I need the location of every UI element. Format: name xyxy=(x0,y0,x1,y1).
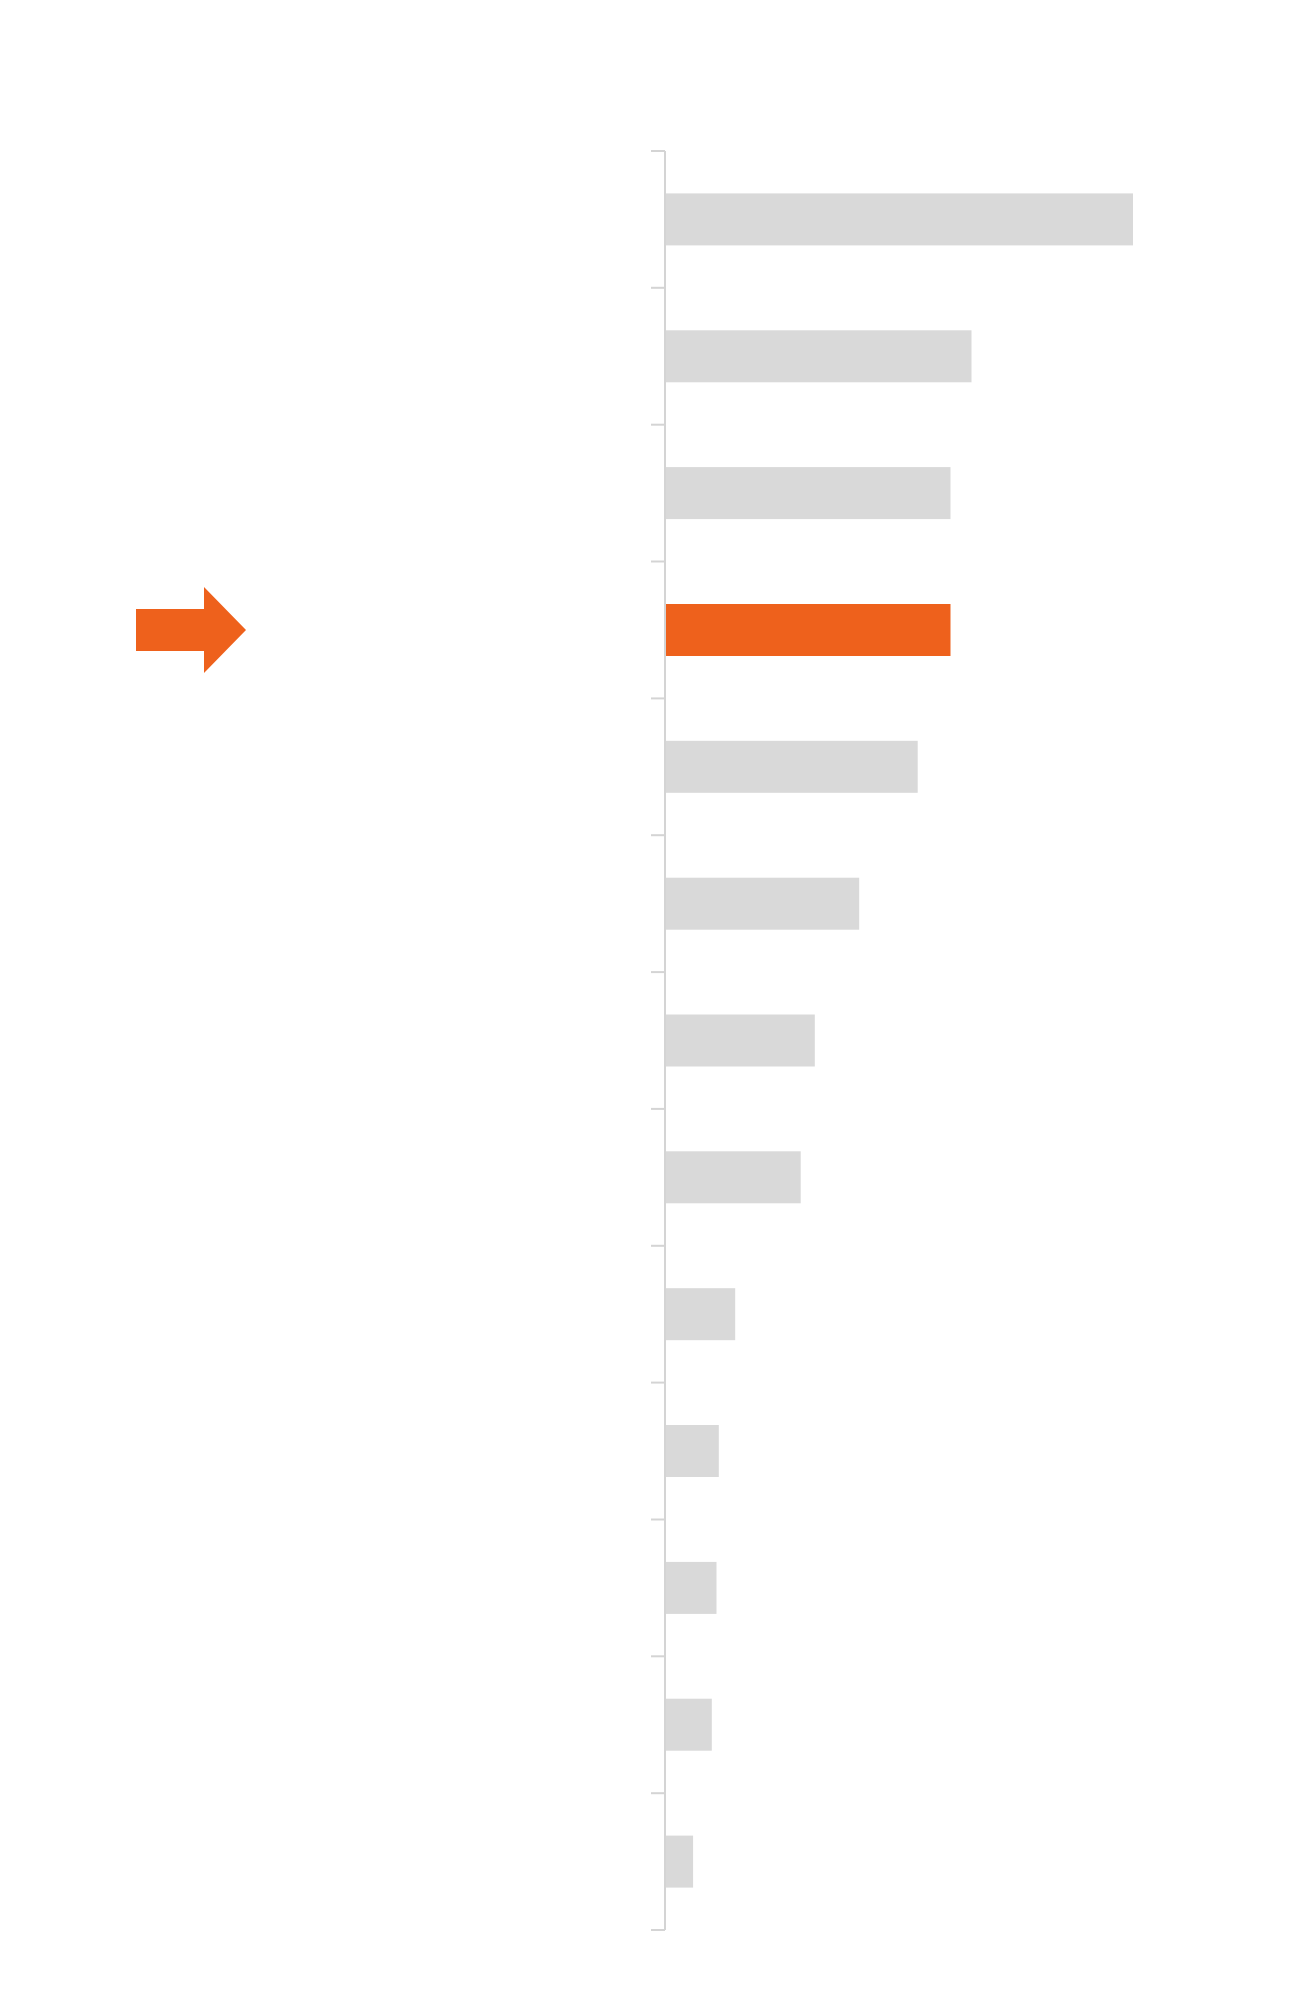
arrow-right-icon xyxy=(136,587,246,673)
bar xyxy=(665,740,918,793)
bar xyxy=(665,467,951,520)
bar xyxy=(665,1835,694,1888)
bar xyxy=(665,330,972,383)
bar xyxy=(665,1014,815,1067)
bar xyxy=(665,1561,717,1614)
bar-highlighted xyxy=(665,604,951,656)
bar xyxy=(665,877,860,930)
bar xyxy=(665,1288,736,1341)
y-axis xyxy=(651,150,666,1931)
bar xyxy=(665,1425,719,1477)
bars-layer xyxy=(665,193,1133,1888)
bar xyxy=(665,1151,801,1204)
bar xyxy=(665,193,1133,246)
highlight-marker-layer xyxy=(136,587,246,673)
bar xyxy=(665,1698,712,1751)
